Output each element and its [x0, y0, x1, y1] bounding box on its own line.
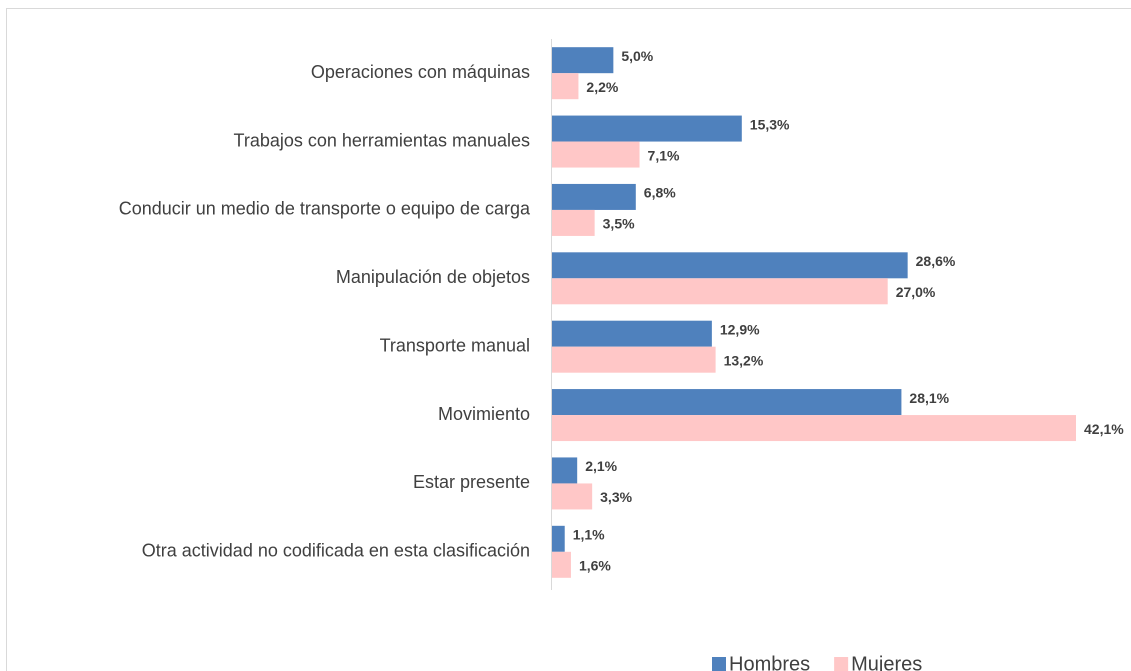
- legend-swatch: [834, 657, 849, 671]
- category-label: Trabajos con herramientas manuales: [234, 130, 530, 150]
- value-label: 15,3%: [750, 116, 790, 132]
- bar: [551, 141, 640, 168]
- value-label: 12,9%: [720, 321, 760, 337]
- value-label: 13,2%: [724, 352, 764, 368]
- chart-frame: [6, 8, 1131, 671]
- category-label: Transporte manual: [380, 335, 530, 355]
- value-label: 3,3%: [600, 489, 632, 505]
- value-label: 27,0%: [896, 284, 936, 300]
- bar: [551, 346, 716, 373]
- value-label: 7,1%: [648, 147, 680, 163]
- bar: [551, 183, 636, 210]
- bar: [551, 209, 595, 236]
- value-label: 28,6%: [916, 253, 956, 269]
- value-label: 5,0%: [621, 48, 653, 64]
- bar: [551, 525, 565, 552]
- value-label: 2,2%: [586, 79, 618, 95]
- bar: [551, 551, 571, 578]
- bar: [551, 278, 888, 305]
- bar: [551, 389, 902, 416]
- category-label: Conducir un medio de transporte o equipo…: [119, 199, 531, 219]
- bar: [551, 47, 614, 74]
- bar: [551, 415, 1076, 442]
- value-label: 1,1%: [573, 527, 605, 543]
- category-label: Movimiento: [438, 404, 530, 424]
- category-label: Operaciones con máquinas: [311, 62, 530, 82]
- value-label: 28,1%: [909, 390, 949, 406]
- legend-label: Mujeres: [851, 653, 922, 671]
- category-label: Estar presente: [413, 472, 530, 492]
- bar: [551, 483, 593, 510]
- bar: [551, 115, 742, 142]
- legend-swatch: [712, 657, 726, 671]
- bar: [551, 252, 908, 279]
- bar: [551, 73, 579, 100]
- value-label: 3,5%: [603, 216, 635, 232]
- bar: [551, 457, 578, 484]
- category-label: Otra actividad no codificada en esta cla…: [142, 541, 530, 561]
- value-label: 42,1%: [1084, 421, 1124, 437]
- value-label: 1,6%: [579, 558, 611, 574]
- bar: [551, 320, 712, 347]
- legend-label: Hombres: [729, 653, 810, 671]
- value-label: 2,1%: [585, 458, 617, 474]
- category-label: Manipulación de objetos: [336, 267, 530, 287]
- value-label: 6,8%: [644, 185, 676, 201]
